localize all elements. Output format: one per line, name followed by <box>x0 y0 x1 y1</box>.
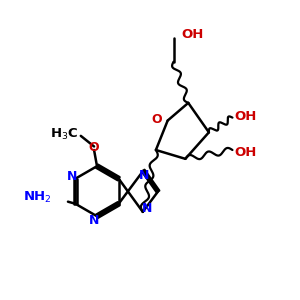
Text: N: N <box>139 169 149 182</box>
Text: O: O <box>89 141 99 154</box>
Text: O: O <box>152 112 162 126</box>
Text: N: N <box>67 170 77 183</box>
Text: OH: OH <box>181 28 203 41</box>
Text: N: N <box>89 214 99 227</box>
Text: NH$_2$: NH$_2$ <box>23 190 52 206</box>
Text: OH: OH <box>234 146 256 159</box>
Text: H$_3$C: H$_3$C <box>50 127 78 142</box>
Text: N: N <box>142 202 152 215</box>
Text: OH: OH <box>234 110 256 123</box>
